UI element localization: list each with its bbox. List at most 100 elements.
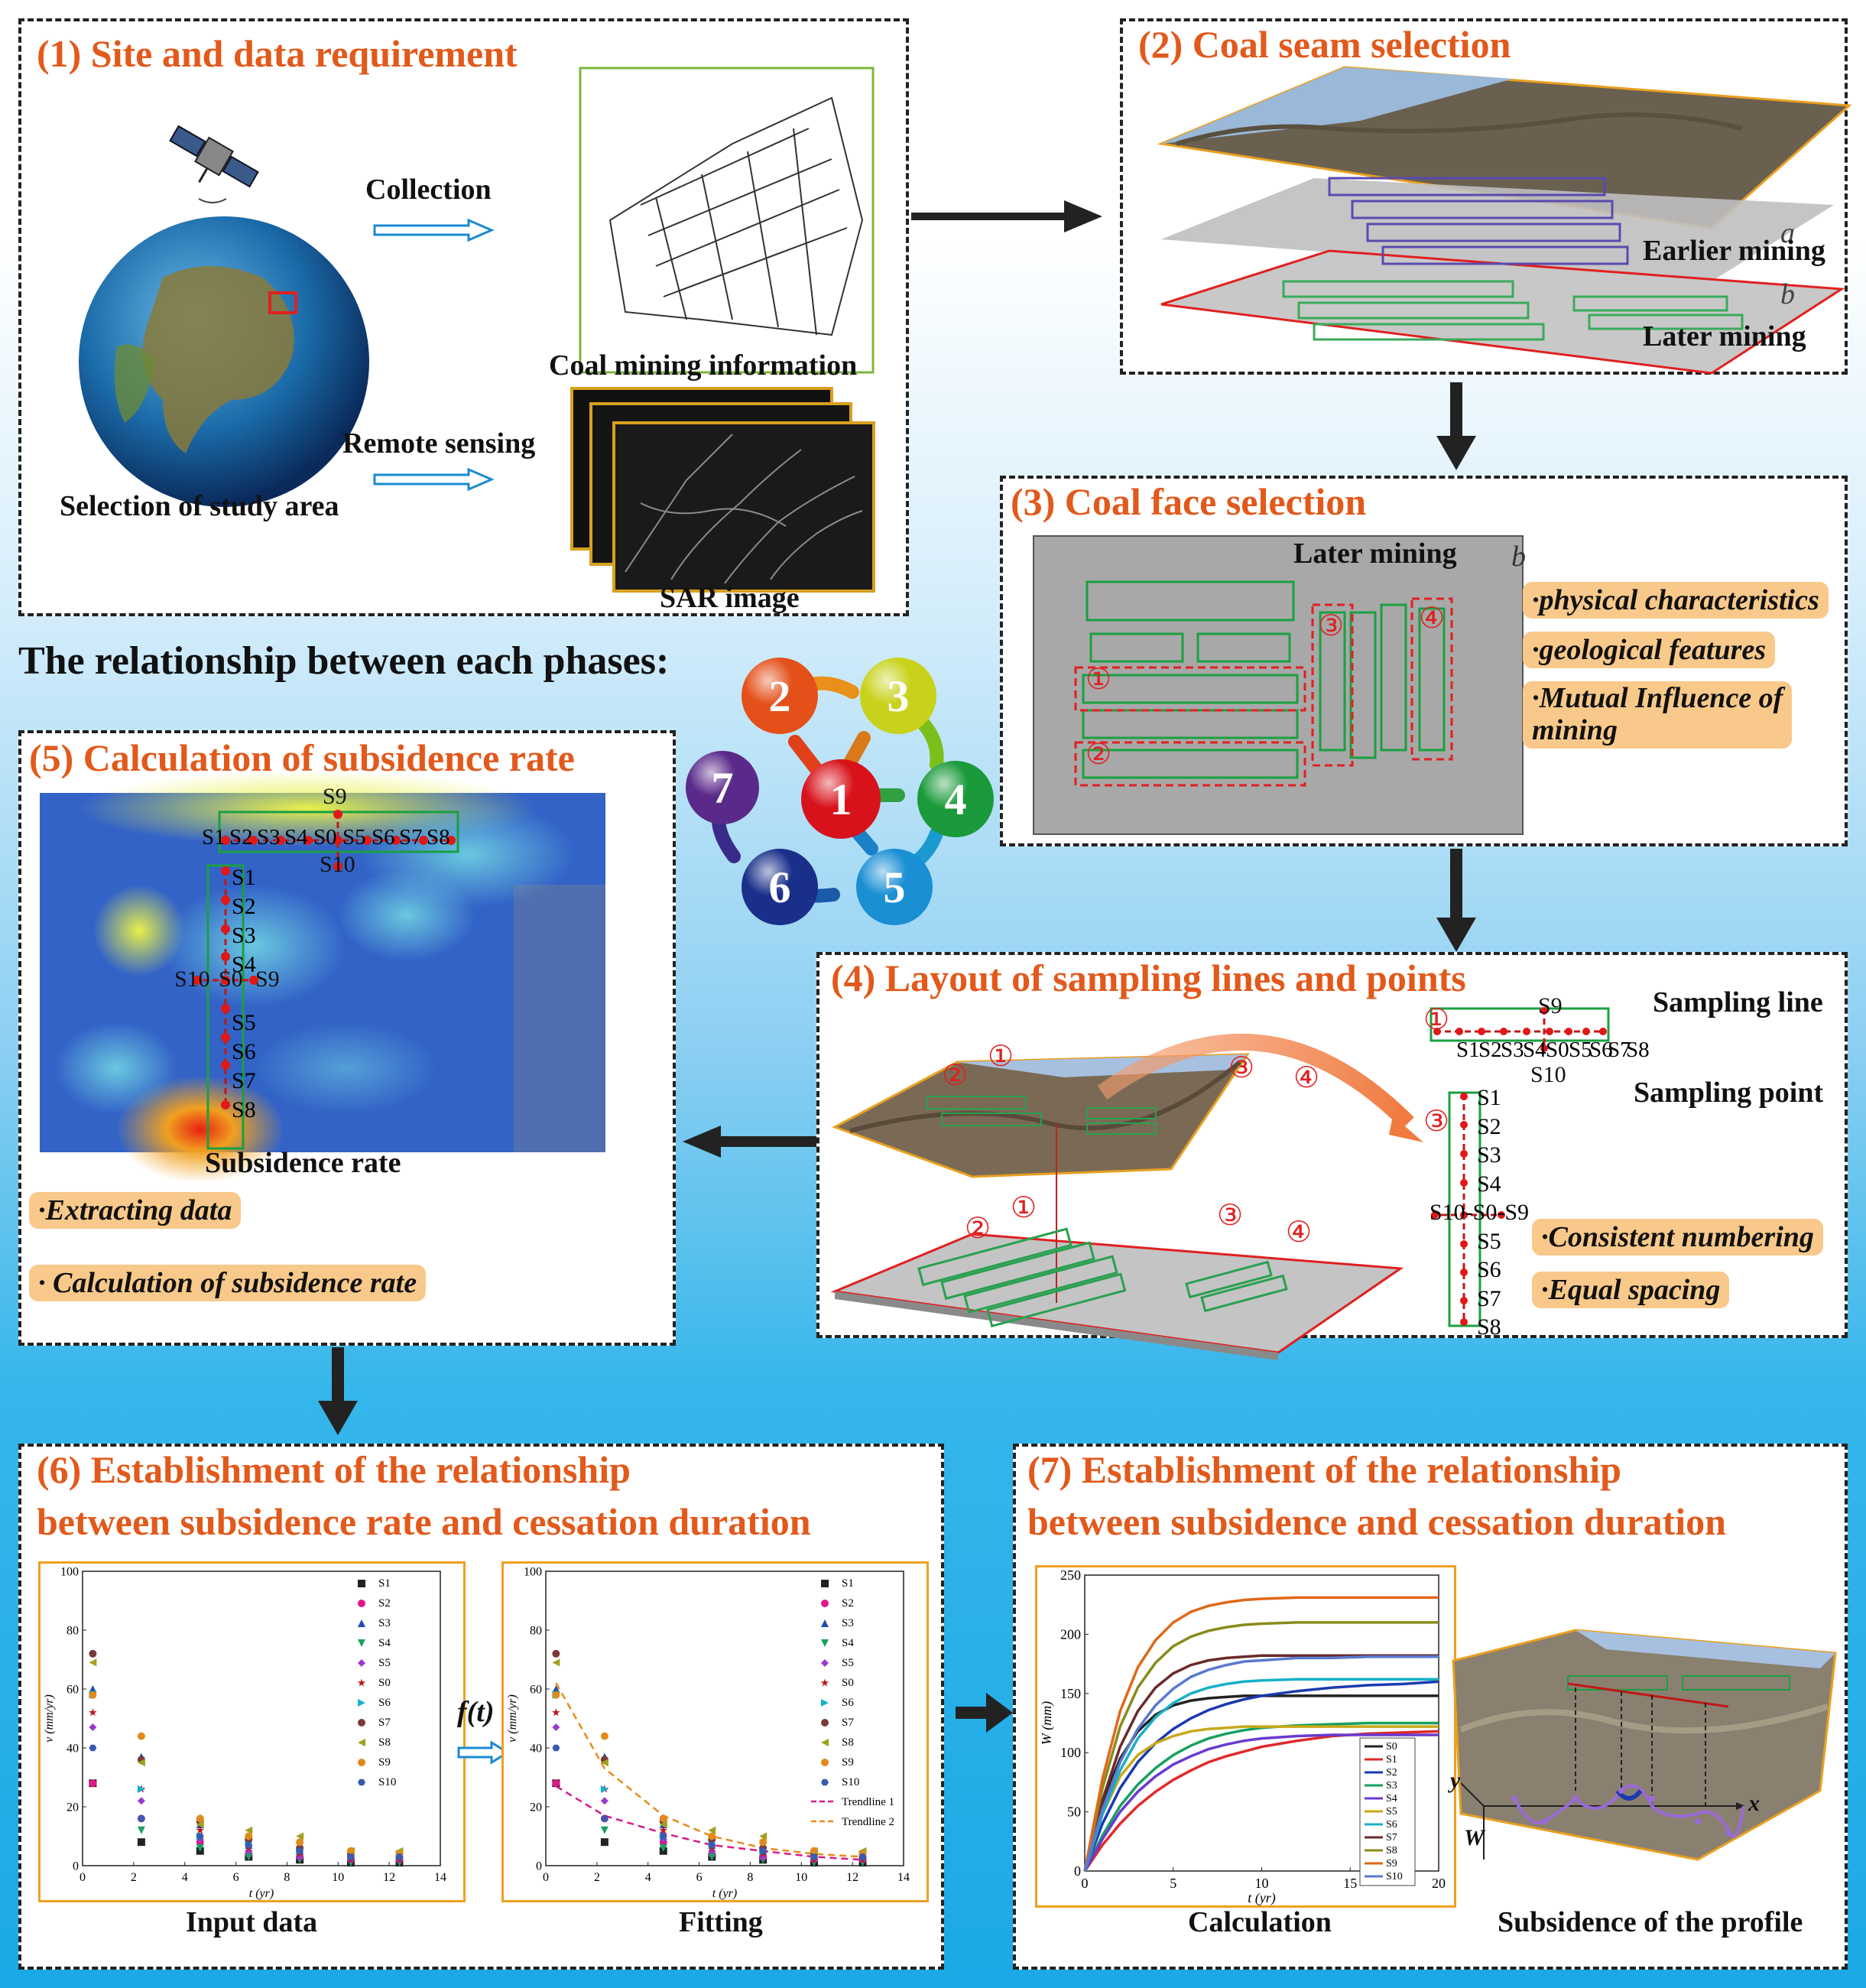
legend-label-s0: S0	[842, 1677, 854, 1689]
legend-marker-s7	[821, 1719, 829, 1727]
heatmap-mid-right: S9	[255, 966, 280, 992]
point-s7	[552, 1649, 560, 1658]
point-s8	[196, 1821, 204, 1829]
line-s7	[1083, 1654, 1439, 1872]
y-tick-label: 150	[1060, 1686, 1081, 1701]
point-s4	[659, 1843, 667, 1852]
x-tick-label: 4	[182, 1871, 188, 1884]
point-s0	[552, 1708, 560, 1717]
schematic-row-s4: S4	[1523, 1038, 1546, 1062]
legend-label-s0: S0	[1386, 1741, 1397, 1752]
line-s6	[1083, 1678, 1439, 1872]
panel-title-line2: between subsidence rate and cessation du…	[37, 1500, 811, 1543]
x-tick-label: 2	[131, 1871, 137, 1884]
point-s6	[137, 1785, 145, 1793]
face-4-marker: ④	[1419, 603, 1446, 635]
profile-axis-w: W	[1464, 1825, 1485, 1850]
legend-label-s5: S5	[1386, 1806, 1397, 1817]
legend-label-s6: S6	[1386, 1819, 1397, 1830]
schematic-s9-label: S9	[1538, 993, 1563, 1018]
cycle-label-4: 4	[945, 775, 967, 824]
ft-arrow-icon	[457, 1740, 510, 1765]
x-tick-label: 14	[434, 1871, 446, 1884]
heatmap-row-s8: S8	[427, 825, 450, 849]
legend-label-s8: S8	[378, 1736, 391, 1749]
remote-arrow-icon	[373, 467, 495, 492]
x-tick-label: 10	[1255, 1876, 1269, 1891]
heatmap-s10-label: S10	[320, 852, 355, 877]
tag-physical: ·physical characteristics	[1523, 582, 1829, 619]
point-s8	[89, 1658, 97, 1667]
legend-marker-s5	[821, 1659, 829, 1667]
legend-marker-s0	[820, 1678, 829, 1687]
panel-rate-duration: (6) Establishment of the relationship be…	[18, 1444, 944, 1970]
tag-mutual-line2: mining	[1532, 713, 1618, 746]
point-s9	[89, 1691, 97, 1699]
point-s9	[137, 1732, 145, 1740]
schematic-col-s6: S6	[1477, 1257, 1501, 1282]
y-axis-label: v (mm/yr)	[506, 1694, 519, 1743]
heatmap-col-s1: S1	[232, 865, 256, 890]
heatmap-row-s7: S7	[399, 825, 423, 849]
legend-label-s3: S3	[842, 1617, 854, 1629]
panel-title-line2: between subsidence and cessation duratio…	[1027, 1500, 1726, 1543]
x-tick-label: 6	[233, 1871, 239, 1884]
point-s10	[600, 1815, 608, 1822]
legend-marker-s5	[358, 1659, 365, 1667]
schematic-row-labels: S1 S2 S3 S4 S0 S5 S6 S7 S8	[1456, 1038, 1650, 1063]
arrow-5-to-6-icon	[318, 1347, 358, 1435]
point-s8	[759, 1832, 767, 1840]
panel-title: (4) Layout of sampling lines and points	[831, 957, 1466, 999]
point-s3	[552, 1685, 560, 1693]
schematic-col-s7: S7	[1477, 1285, 1501, 1311]
profile-3d-view	[1452, 1629, 1837, 1861]
x-tick-label: 2	[594, 1871, 600, 1884]
legend-marker-s0	[357, 1678, 366, 1687]
legend-label-s6: S6	[378, 1697, 391, 1709]
top-marker-4: ④	[1293, 1062, 1320, 1094]
line-s3	[1083, 1721, 1439, 1872]
point-s4	[245, 1853, 253, 1861]
legend-label-s9: S9	[1386, 1858, 1397, 1869]
point-s1	[600, 1838, 608, 1847]
legend-label-s8: S8	[1386, 1845, 1397, 1856]
later-mining-label: Later mining	[1293, 538, 1457, 570]
legend-label-s3: S3	[378, 1617, 391, 1629]
point-s9	[245, 1832, 253, 1840]
legend-label-s10: S10	[378, 1776, 396, 1788]
point-s10	[858, 1853, 867, 1860]
panel-title-line1: (6) Establishment of the relationship	[37, 1448, 631, 1491]
y-tick-label: 50	[1067, 1804, 1081, 1820]
panel-site-data: (1) Site and data requirement Collection	[18, 18, 909, 616]
point-s4	[600, 1826, 608, 1834]
legend-marker-s1	[358, 1580, 365, 1587]
legend-marker-s9	[358, 1759, 365, 1766]
cycle-label-5: 5	[884, 862, 906, 912]
legend-label-s1: S1	[378, 1577, 391, 1590]
legend-label-s0: S0	[378, 1677, 391, 1689]
legend-label-s2: S2	[1386, 1767, 1397, 1778]
calculation-chart-frame: 0 5 10 15 20 0 50 100 150 200 250 t (yr) W (mm) S0 S1 S…	[1035, 1565, 1456, 1908]
legend-label-s1: S1	[1386, 1754, 1397, 1765]
tag-extracting: ·Extracting data	[29, 1192, 242, 1229]
panel-subsidence-duration: (7) Establishment of the relationship be…	[1013, 1444, 1848, 1970]
phase-cycle-diagram: 2 3 4 1 7 5 6	[686, 658, 994, 925]
legend-marker-s2	[358, 1600, 365, 1607]
x-axis-label: t (yr)	[712, 1887, 737, 1900]
legend-marker-s3	[821, 1619, 829, 1627]
base-marker-1: ①	[1011, 1192, 1037, 1224]
point-s5	[245, 1847, 253, 1855]
schematic-row-s0: S0	[1546, 1038, 1569, 1062]
x-axis-label: t (yr)	[249, 1887, 274, 1900]
schematic-col-labels: S1 S2 S3 S4 S10-S0-S9 S5 S6 S7 S8	[1430, 1083, 1529, 1342]
heatmap-col-s6: S6	[232, 1039, 256, 1064]
point-s9	[659, 1814, 667, 1823]
legend-marker-s8	[358, 1739, 365, 1746]
y-tick-label: 40	[67, 1742, 79, 1755]
sar-image-stack	[570, 387, 875, 593]
point-s5	[759, 1853, 767, 1861]
legend-label-s8: S8	[842, 1736, 854, 1749]
schematic-marker-3: ③	[1423, 1106, 1450, 1138]
legend-label-s5: S5	[842, 1657, 854, 1669]
heatmap-row-s6: S6	[372, 825, 395, 849]
